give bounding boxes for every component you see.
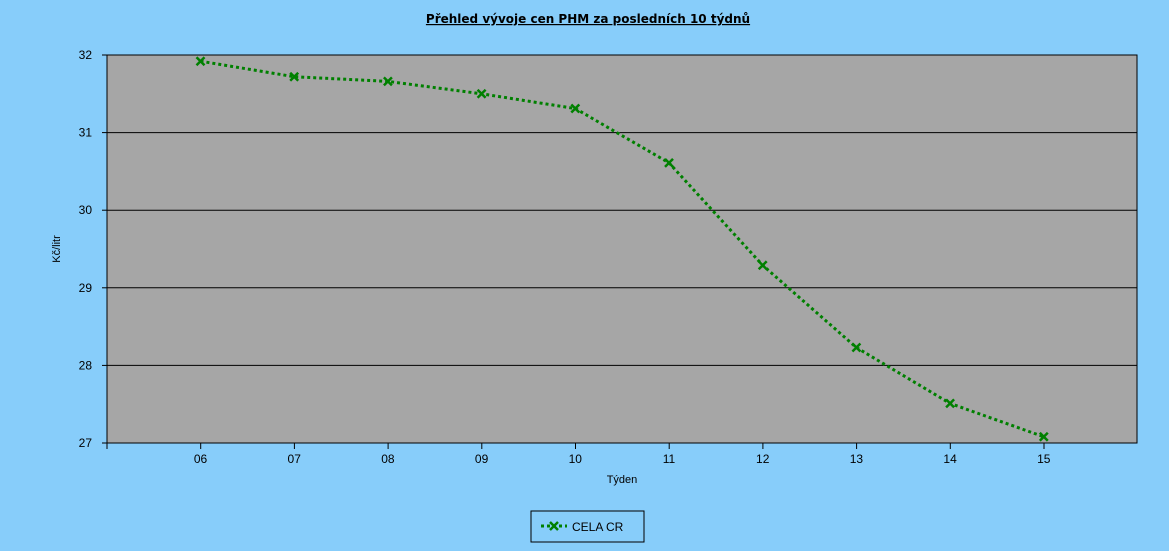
y-axis-label: Kč/litr	[51, 235, 63, 263]
data-point-07	[289, 71, 300, 82]
x-tick-label-11: 11	[663, 452, 676, 466]
x-tick-label-06: 06	[194, 452, 208, 466]
series-cela-cr	[195, 56, 1049, 442]
data-point-10	[570, 103, 581, 114]
data-point-15	[1038, 431, 1049, 442]
y-tick-label-32: 32	[79, 48, 93, 62]
data-point-11	[664, 157, 674, 168]
x-axis-label: Týden	[607, 474, 638, 486]
legend-box	[530, 510, 645, 543]
y-tick-label-31: 31	[79, 126, 93, 140]
x-tick-label-13: 13	[850, 452, 864, 466]
series-line-0	[200, 59, 1045, 439]
plot-area	[106, 54, 1138, 444]
y-tick-label-27: 27	[79, 436, 93, 450]
y-axis-ticks: 27 28 29 30 31 32	[79, 48, 107, 450]
x-tick-label-12: 12	[756, 452, 770, 466]
legend: CELA CR	[530, 510, 645, 543]
legend-label-cela-cr: CELA CR	[572, 520, 624, 534]
data-point-14	[945, 398, 955, 409]
x-tick-label-10: 10	[569, 452, 583, 466]
x-tick-label-15: 15	[1037, 452, 1051, 466]
y-tick-label-28: 28	[79, 358, 93, 372]
data-point-06	[195, 56, 206, 67]
data-point-12	[757, 260, 768, 271]
x-tick-label-08: 08	[381, 452, 395, 466]
x-tick-label-07: 07	[288, 452, 302, 466]
data-point-08	[383, 76, 393, 87]
x-axis-ticks: 06 07 08 09 10 11 12 13 14 15	[106, 443, 1051, 466]
chart-title: Přehled vývoje cen PHM za posledních 10 …	[426, 12, 750, 26]
legend-marker-x	[549, 521, 559, 531]
x-tick-label-14: 14	[943, 452, 957, 466]
y-tick-label-29: 29	[79, 281, 93, 295]
data-point-09	[476, 88, 487, 99]
y-tick-label-30: 30	[79, 203, 93, 217]
gridlines	[107, 132, 1137, 366]
data-point-13	[851, 342, 862, 353]
x-tick-label-09: 09	[475, 452, 489, 466]
